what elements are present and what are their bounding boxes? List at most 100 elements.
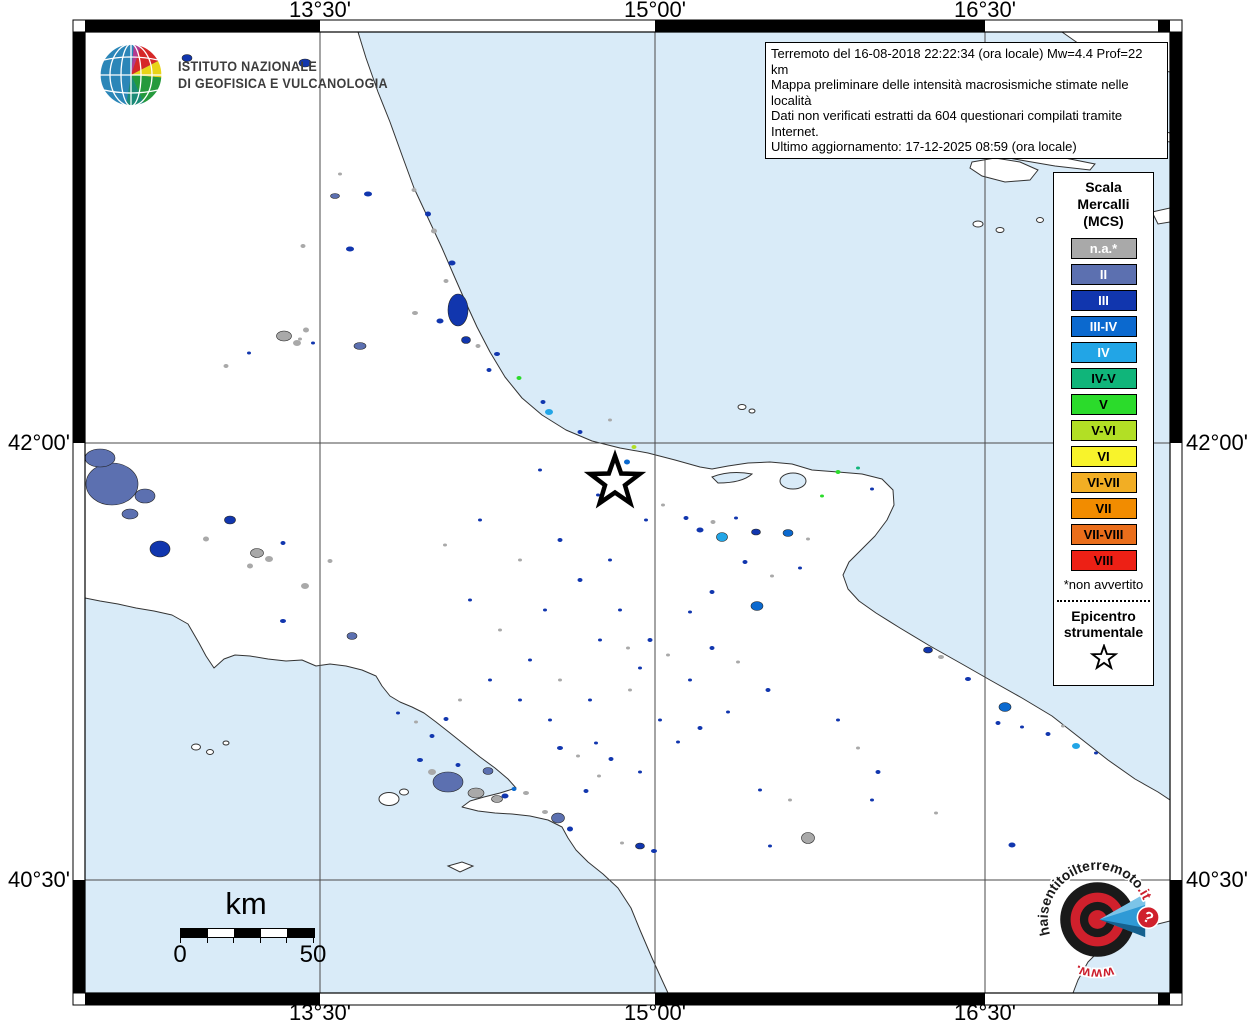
locality-dot — [303, 327, 309, 333]
scale-segment — [234, 929, 261, 937]
locality-dot — [726, 710, 730, 714]
star-icon — [1089, 642, 1118, 671]
locality-dot — [250, 548, 264, 558]
locality-dot — [428, 769, 436, 775]
locality-dot — [688, 678, 692, 682]
legend-title: Scala Mercalli (MCS) — [1077, 179, 1130, 229]
legend-item-III: III — [1070, 290, 1137, 311]
locality-dot — [276, 330, 292, 342]
locality-dot — [782, 529, 794, 537]
locality-dot — [134, 488, 156, 504]
locality-dot — [528, 658, 532, 662]
locality-dot — [1008, 842, 1016, 848]
locality-dot — [330, 193, 340, 199]
locality-dot — [475, 344, 481, 348]
locality-dot — [647, 638, 653, 642]
locality-dot — [280, 619, 286, 623]
locality-dot — [431, 228, 437, 234]
scale-segment — [287, 929, 314, 937]
legend-item-VII: VII — [1070, 498, 1137, 519]
legend-item-na: n.a.* — [1070, 238, 1137, 259]
locality-dot — [938, 655, 944, 659]
locality-dot — [518, 698, 522, 702]
locality-dot — [467, 787, 485, 799]
locality-dot — [301, 583, 309, 589]
locality-dot — [1061, 724, 1065, 728]
small-islands — [191, 140, 865, 873]
legend-item-VI_VII: VI-VII — [1070, 472, 1137, 493]
locality-dot — [300, 244, 306, 248]
locality-dot — [577, 578, 583, 582]
info-line-updated: Ultimo aggiornamento: 17-12-2025 08:59 (… — [771, 139, 1077, 154]
locality-dot — [425, 211, 431, 217]
locality-dot — [298, 58, 312, 68]
locality-dot — [247, 351, 251, 355]
locality-dot — [801, 832, 815, 844]
locality-dot — [688, 610, 692, 614]
locality-dot — [583, 789, 589, 793]
locality-dot — [683, 516, 689, 520]
locality-dot — [557, 746, 563, 750]
locality-dot — [870, 487, 874, 491]
ingv-name-line2: DI GEOFISICA E VULCANOLOGIA — [178, 75, 388, 91]
locality-dot — [543, 608, 547, 612]
locality-dot — [149, 540, 171, 558]
locality-dot — [608, 558, 612, 562]
question-badge: ? — [1136, 905, 1160, 930]
locality-dot — [443, 543, 447, 547]
locality-dot — [447, 293, 469, 327]
locality-dot — [558, 678, 562, 682]
scale-tick — [259, 938, 261, 943]
scale-tick — [206, 938, 208, 943]
locality-dot — [224, 515, 236, 525]
scale-bar-segments — [180, 928, 315, 938]
info-line-data: Dati non verificati estratti da 604 ques… — [771, 108, 1123, 139]
locality-dot — [498, 628, 502, 632]
locality-dot — [346, 632, 358, 640]
scale-segment — [181, 929, 208, 937]
locality-dot — [923, 646, 933, 654]
scale-tick — [313, 938, 314, 943]
locality-dot — [353, 342, 367, 350]
locality-dot — [411, 188, 417, 192]
locality-dot — [696, 527, 704, 533]
legend-footnote: *non avvertito — [1063, 577, 1144, 592]
locality-dot — [716, 532, 728, 542]
earthquake-info-box: Terremoto del 16-08-2018 22:22:34 (ora l… — [765, 42, 1168, 159]
gargano-lagoons — [711, 472, 807, 490]
locality-dot — [511, 787, 517, 791]
ingv-globe-icon — [99, 43, 163, 107]
locality-dot — [965, 677, 971, 681]
legend-item-III_IV: III-IV — [1070, 316, 1137, 337]
locality-dot — [1045, 732, 1051, 736]
legend-item-V: V — [1070, 394, 1137, 415]
locality-dot — [598, 638, 602, 642]
haisentito-watermark-logo: ? haisentitoilterremoto.it www. — [1033, 855, 1160, 984]
locality-dot — [710, 520, 716, 524]
locality-dot — [443, 717, 449, 721]
legend-epicenter-star — [1054, 642, 1153, 677]
legend-separator — [1057, 600, 1150, 602]
locality-dot — [626, 646, 630, 650]
locality-dot — [697, 726, 703, 730]
locality-dot — [557, 538, 563, 542]
locality-dot — [443, 279, 449, 283]
locality-dot — [545, 409, 553, 415]
axis-label-top: 15°00' — [624, 0, 686, 22]
intensity-legend: Scala Mercalli (MCS) n.a.* II III III-IV IV I… — [1053, 172, 1154, 686]
locality-dot — [280, 541, 286, 545]
locality-dot — [594, 741, 598, 745]
locality-dot — [417, 758, 423, 762]
locality-dot — [346, 246, 354, 252]
locality-dot — [798, 566, 802, 570]
locality-dot — [998, 702, 1012, 712]
locality-dot — [676, 740, 680, 744]
locality-dot — [751, 528, 761, 536]
locality-dot — [820, 494, 824, 498]
locality-dot — [293, 340, 301, 346]
locality-dot — [734, 516, 738, 520]
locality-dot — [567, 826, 573, 832]
locality-dot — [709, 646, 715, 650]
locality-dot — [482, 767, 494, 775]
locality-dot — [85, 448, 116, 468]
